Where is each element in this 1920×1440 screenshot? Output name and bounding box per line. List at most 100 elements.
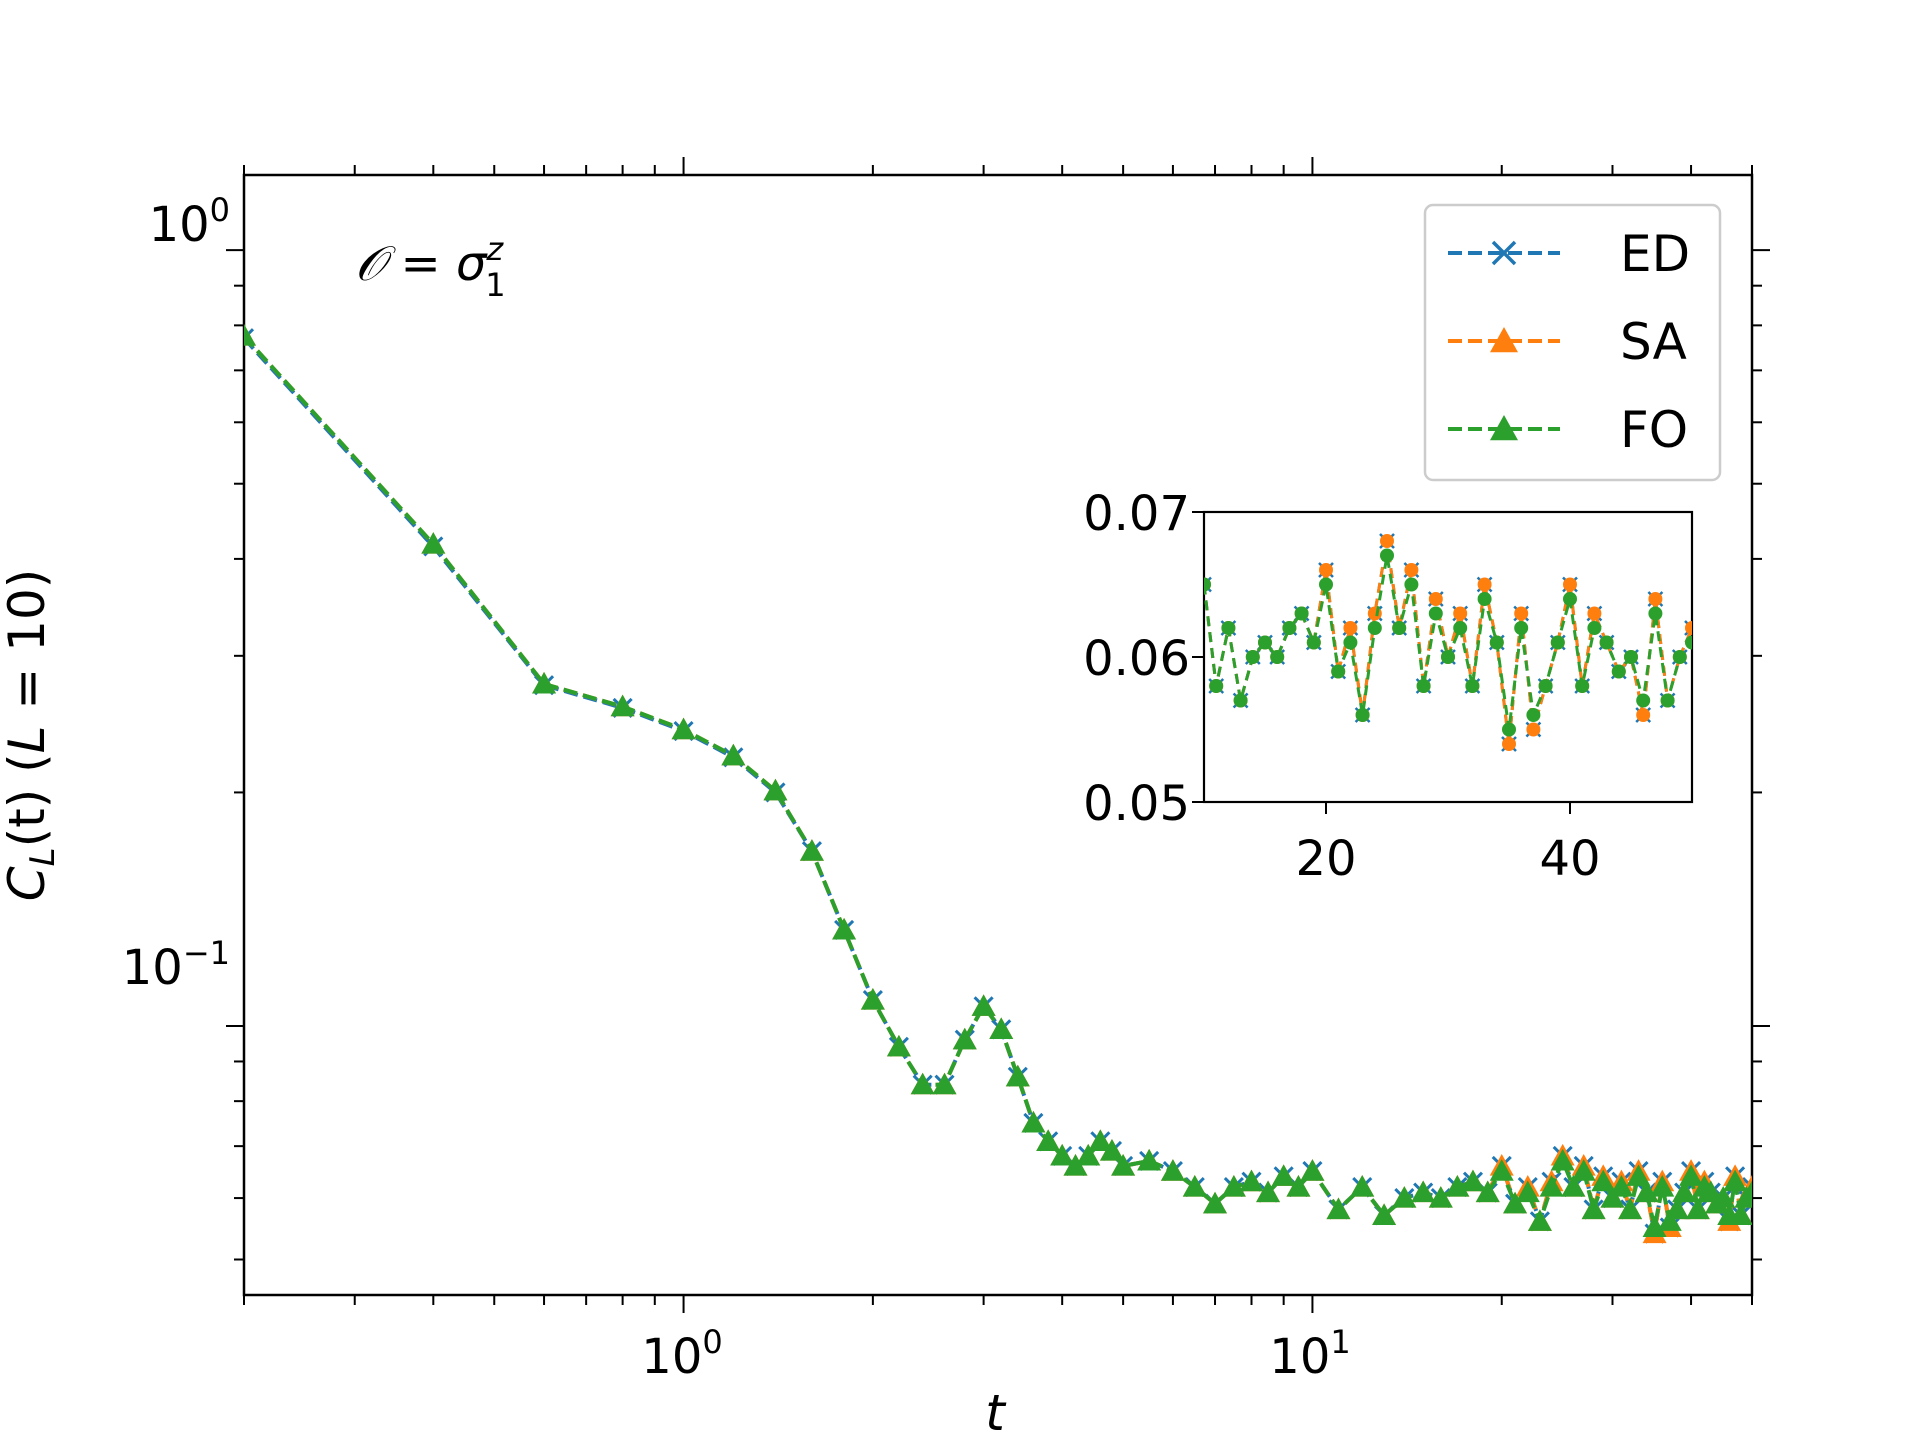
inset-data-point-fo [1587,621,1602,635]
inset-data-point-sa [1477,577,1492,592]
inset-data-point-fo [1306,635,1321,650]
data-point-fo [1665,1197,1690,1220]
data-point-fo [1539,1175,1564,1197]
data-point-fo [1063,1153,1088,1176]
data-point-fo [1099,1138,1124,1161]
inset-data-point-sa [1636,708,1651,722]
data-point-fo [1411,1180,1436,1203]
data-point-fo [971,994,996,1016]
inset-data-point-fo [1502,722,1516,737]
operator-annotation: 𝒪 = σz 1 [355,230,506,304]
inset-data-point-fo [1538,679,1553,693]
main-axis-ticks [226,157,1770,1313]
y-tick-label-10^-1: 10−1 [122,934,230,996]
data-point-fo [1256,1180,1281,1203]
inset-data-point-fo [1611,664,1626,679]
data-point-fo [1685,1197,1710,1220]
data-point-fo [1642,1215,1667,1237]
legend: ED SA FO [1423,203,1722,482]
data-point-fo [1372,1203,1397,1225]
x-tick-label-10^0: 100 [641,1323,722,1385]
data-point-fo [1723,1169,1748,1192]
inset-data-point-sa [1587,606,1602,621]
data-point-fo [1137,1148,1162,1171]
inset-data-point-fo [1258,635,1272,650]
inset-data-point-sa [1526,722,1541,737]
data-point-fo [1650,1175,1675,1197]
inset-data-point-sa [1453,606,1468,621]
inset-y-tick-label-0.05: 0.05 [1083,776,1190,832]
data-point-fo [1392,1186,1417,1208]
data-point-fo [1581,1197,1606,1220]
legend-label-ed: ED [1620,225,1690,283]
data-point-fo [1571,1159,1596,1181]
data-point-fo [1475,1180,1500,1203]
data-point-fo [886,1034,911,1057]
inset-data-point-fo [1404,577,1419,592]
data-point-fo [910,1072,935,1095]
inset-data-point-fo [1441,650,1455,664]
inset-data-point-fo [1636,693,1651,708]
inset-data-point-sa [1685,621,1692,635]
data-point-fo [671,717,696,740]
data-point-fo [1626,1164,1651,1186]
data-point-fo [1503,1191,1528,1214]
inset-x-tick-label-40: 40 [1539,831,1600,887]
inset-data-point-fo [1367,621,1382,635]
inset-data-point-fo [1416,679,1431,693]
inset-data-point-fo [1221,621,1236,635]
inset-data-point-fo [1489,635,1504,650]
inset-data-point-fo [1270,650,1285,664]
inset-data-point-fo [1526,708,1541,722]
data-point-fo [1286,1175,1311,1197]
data-point-fo [1326,1197,1351,1220]
inset-data-point-fo [1575,679,1590,693]
inset-data-point-fo [1465,679,1480,693]
inset-data-point-fo [1294,606,1309,621]
data-point-fo [1618,1197,1643,1220]
data-point-fo [1005,1064,1030,1087]
data-point-fo [763,778,788,801]
data-point-fo [1021,1110,1046,1133]
data-point-fo [1239,1169,1264,1192]
inset-data-point-fo [1624,650,1638,664]
data-point-fo [1711,1186,1736,1208]
inset-data-point-fo [1319,577,1333,592]
data-point-fo [1728,1203,1752,1225]
data-point-fo [1561,1175,1586,1197]
data-point-fo [244,324,256,346]
inset-data-point-sa [1319,563,1333,577]
data-point-fo [1591,1169,1616,1192]
inset-data-point-fo [1599,635,1614,650]
inset-data-point-fo [1343,635,1358,650]
inset-data-point-fo [1563,592,1577,606]
y-tick-label-10^0: 100 [149,191,230,253]
inset-data-point-fo [1685,635,1692,650]
inset-y-tick-label-0.07: 0.07 [1083,486,1190,542]
data-point-fo [952,1027,977,1050]
data-point-fo [1076,1143,1101,1166]
data-point-fo [1050,1143,1075,1166]
inset-data-point-fo [1477,592,1492,606]
data-point-fo [932,1072,957,1095]
inset-y-tick-label-0.06: 0.06 [1083,631,1190,687]
data-point-fo [532,671,557,694]
data-point-fo [1609,1175,1634,1197]
data-point-fo [1160,1159,1185,1181]
inset-data-point-fo [1204,577,1211,592]
data-point-fo [610,694,635,717]
inset-data-point-fo [1550,635,1565,650]
data-point-fo [832,917,857,940]
legend-box [1423,203,1722,482]
data-point-fo [1740,1180,1752,1203]
data-point-fo [1600,1186,1625,1208]
data-point-fo [989,1017,1014,1039]
data-point-fo [1088,1129,1113,1151]
x-tick-label-10^1: 101 [1269,1323,1350,1385]
x-axis-label: t [985,1384,1007,1440]
inset-data-point-sa [1648,592,1663,606]
data-point-fo [1428,1186,1453,1208]
inset-data-point-sa [1380,534,1394,548]
data-point-fo [421,532,446,554]
